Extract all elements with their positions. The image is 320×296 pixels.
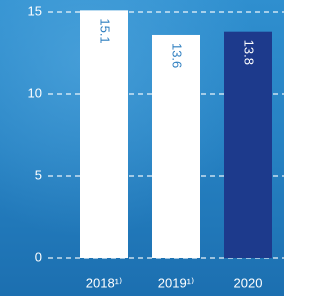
x-tick-label: 2018¹⁾ — [86, 275, 122, 290]
chart: 0 5 10 15 2018¹⁾ 15.1 2019¹⁾ 13.6 2020 13.8 — [0, 0, 284, 296]
y-tick-label: 5 — [35, 167, 42, 182]
y-tick-label: 0 — [35, 249, 42, 264]
x-tick-label: 2019¹⁾ — [158, 275, 194, 290]
y-tick-label: 10 — [28, 85, 42, 100]
bar — [80, 10, 128, 258]
x-tick-label: 2020 — [234, 275, 263, 290]
bar — [152, 35, 200, 258]
bar — [224, 32, 272, 258]
y-tick-label: 15 — [28, 3, 42, 18]
value-label: 13.8 — [242, 40, 257, 65]
value-label: 15.1 — [98, 18, 113, 43]
value-label: 13.6 — [170, 43, 185, 68]
